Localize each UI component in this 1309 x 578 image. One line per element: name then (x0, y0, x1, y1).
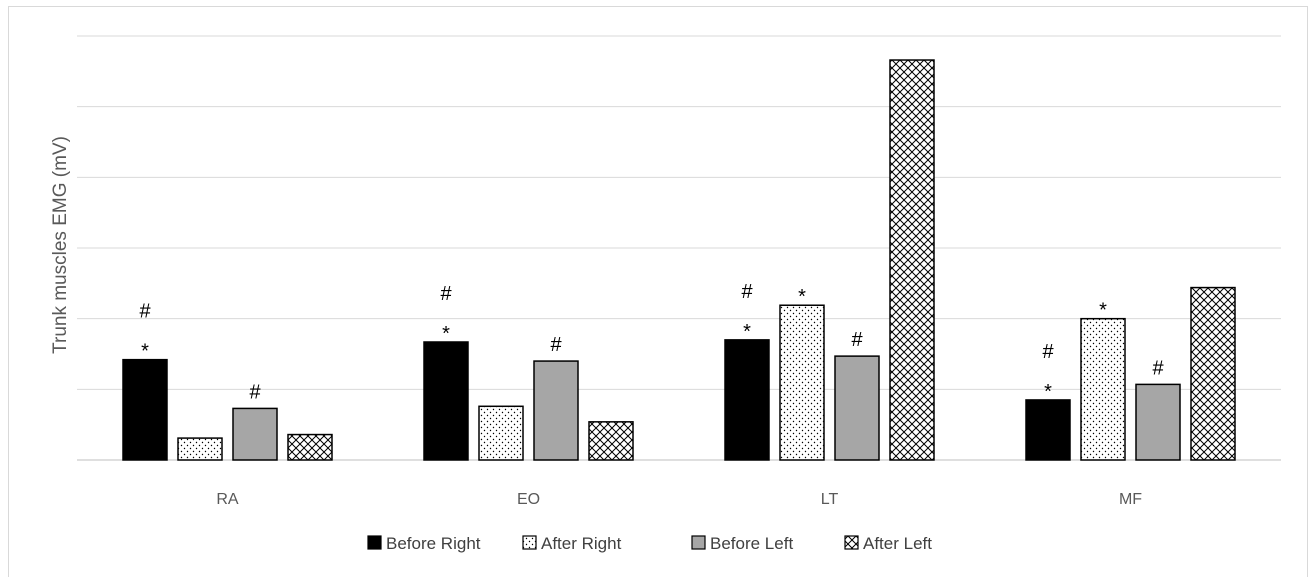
asterisk-marker: * (798, 286, 806, 308)
asterisk-marker: * (743, 321, 751, 343)
bar-lt-after-left (889, 59, 935, 461)
chart-frame (8, 6, 1308, 577)
legend: Before Right After Right Before Left After … (367, 534, 932, 553)
bar-mf-after-left (1190, 286, 1236, 461)
asterisk-marker: * (141, 341, 149, 363)
bar-lt-before-left (834, 355, 880, 461)
bars-group (122, 59, 1236, 461)
asterisk-marker: * (1099, 300, 1107, 322)
bar-mf-after-right (1080, 317, 1126, 461)
hash-marker: # (741, 281, 753, 303)
legend-item: Before Right (367, 534, 481, 553)
asterisk-marker: * (442, 323, 450, 345)
x-tick-label: LT (821, 491, 839, 508)
legend-swatch (522, 535, 537, 550)
legend-label: Before Right (386, 534, 481, 553)
bar-eo-before-left (533, 360, 579, 461)
y-axis-label: Trunk muscles EMG (mV) (50, 136, 71, 354)
hash-marker: # (550, 334, 562, 356)
legend-label: After Right (541, 534, 622, 553)
significance-markers: # * # # * # # * * # # * * # (139, 281, 1164, 404)
legend-item: After Right (522, 534, 622, 553)
x-tick-label: EO (517, 491, 540, 508)
legend-label: Before Left (710, 534, 793, 553)
x-axis-ticks: RA EO LT MF (216, 491, 1142, 508)
hash-marker: # (1042, 341, 1054, 363)
bar-eo-after-right (478, 405, 524, 461)
legend-item: Before Left (691, 534, 793, 553)
bar-lt-before-right (724, 339, 770, 461)
legend-swatch (691, 535, 706, 550)
bar-eo-before-right (423, 341, 469, 461)
hash-marker: # (139, 301, 151, 323)
bar-ra-before-left (232, 407, 278, 461)
legend-item: After Left (844, 534, 932, 553)
asterisk-marker: * (1044, 381, 1052, 403)
legend-label: After Left (863, 534, 932, 553)
bar-mf-before-left (1135, 383, 1181, 461)
legend-swatch (844, 535, 859, 550)
hash-marker: # (851, 329, 863, 351)
x-tick-label: MF (1119, 491, 1142, 508)
bar-lt-after-right (779, 304, 825, 461)
bar-mf-before-right (1025, 399, 1071, 461)
hash-marker: # (440, 283, 452, 305)
bar-ra-after-right (177, 437, 223, 461)
hash-marker: # (249, 381, 261, 403)
hash-marker: # (1152, 357, 1164, 379)
bar-ra-before-right (122, 358, 168, 461)
bar-ra-after-left (287, 433, 333, 461)
x-tick-label: RA (216, 491, 239, 508)
legend-swatch (367, 535, 382, 550)
bar-eo-after-left (588, 421, 634, 461)
